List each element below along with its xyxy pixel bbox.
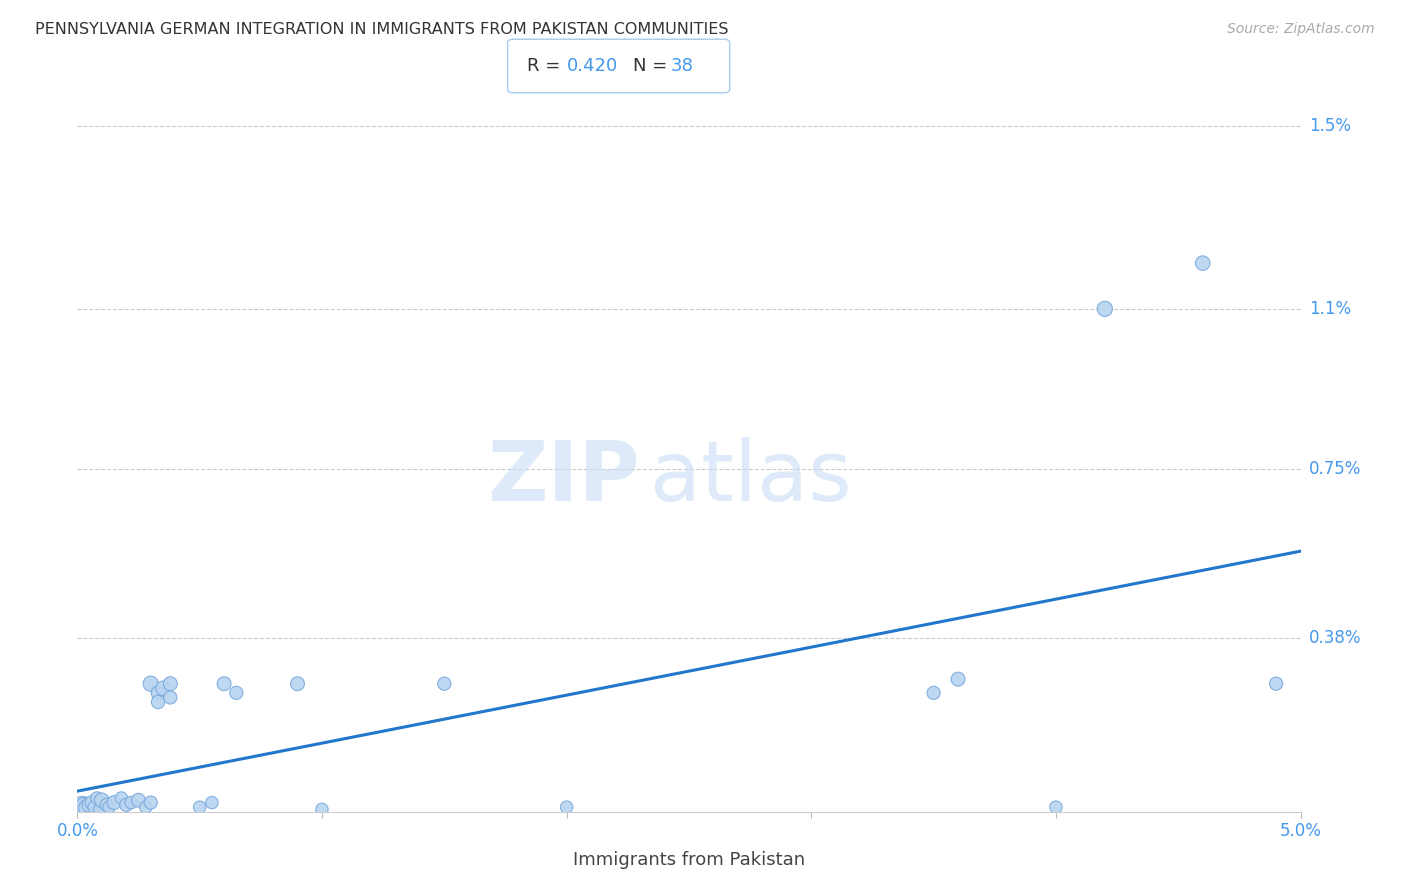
Text: 1.5%: 1.5% bbox=[1309, 117, 1351, 135]
Text: atlas: atlas bbox=[650, 437, 851, 517]
Point bbox=[922, 686, 945, 700]
Point bbox=[159, 676, 181, 690]
Point bbox=[287, 676, 309, 690]
Point bbox=[946, 672, 969, 686]
Text: 38: 38 bbox=[671, 57, 693, 75]
Point bbox=[127, 793, 149, 807]
Point bbox=[90, 793, 112, 807]
Text: N =: N = bbox=[633, 57, 672, 75]
Point bbox=[89, 802, 111, 816]
Text: PENNSYLVANIA GERMAN INTEGRATION IN IMMIGRANTS FROM PAKISTAN COMMUNITIES: PENNSYLVANIA GERMAN INTEGRATION IN IMMIG… bbox=[35, 22, 728, 37]
Text: 1.1%: 1.1% bbox=[1309, 300, 1351, 318]
Point bbox=[1191, 256, 1213, 270]
Point bbox=[225, 686, 247, 700]
Point bbox=[86, 791, 108, 805]
Point bbox=[103, 796, 125, 810]
Text: 0.75%: 0.75% bbox=[1309, 460, 1361, 478]
Text: 0.38%: 0.38% bbox=[1309, 629, 1361, 647]
Point bbox=[201, 796, 224, 810]
Text: ZIP: ZIP bbox=[488, 437, 640, 517]
Point bbox=[212, 676, 235, 690]
Point bbox=[146, 695, 169, 709]
Point bbox=[110, 791, 132, 805]
Point bbox=[80, 796, 103, 810]
Point bbox=[139, 796, 162, 810]
Point bbox=[555, 800, 578, 814]
Text: 0.420: 0.420 bbox=[567, 57, 617, 75]
Point bbox=[76, 801, 98, 815]
Point bbox=[135, 800, 157, 814]
X-axis label: Immigrants from Pakistan: Immigrants from Pakistan bbox=[572, 851, 806, 869]
Point bbox=[152, 681, 174, 696]
Point bbox=[1265, 676, 1288, 690]
Point bbox=[96, 797, 118, 812]
Point bbox=[83, 800, 105, 814]
Point bbox=[70, 802, 93, 816]
FancyBboxPatch shape bbox=[508, 39, 730, 93]
Point bbox=[79, 797, 101, 812]
Point bbox=[139, 676, 162, 690]
Point bbox=[146, 686, 169, 700]
Point bbox=[98, 800, 121, 814]
Point bbox=[159, 690, 181, 705]
Point bbox=[1045, 800, 1067, 814]
Point bbox=[311, 802, 333, 816]
Point bbox=[188, 800, 211, 814]
Text: Source: ZipAtlas.com: Source: ZipAtlas.com bbox=[1227, 22, 1375, 37]
Point bbox=[1094, 301, 1116, 316]
Text: R =: R = bbox=[527, 57, 567, 75]
Point bbox=[433, 676, 456, 690]
Point bbox=[73, 800, 96, 814]
Point bbox=[120, 796, 142, 810]
Point bbox=[115, 797, 138, 812]
